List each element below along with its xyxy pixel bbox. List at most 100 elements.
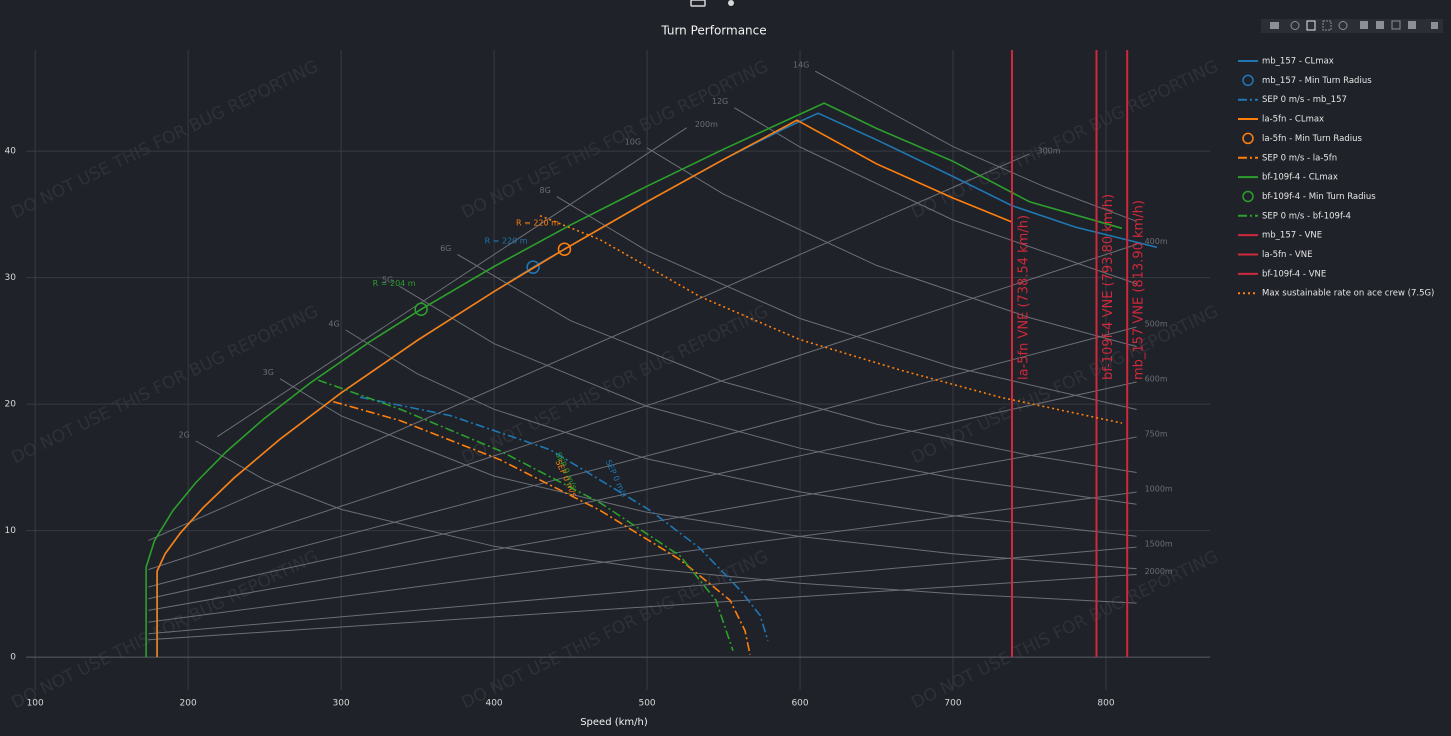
x-tick-label: 100 bbox=[27, 699, 44, 709]
legend-item[interactable]: mb_157 - Min Turn Radius bbox=[1242, 74, 1372, 87]
radius-line bbox=[148, 436, 1137, 611]
watermark: DO NOT USE THIS FOR BUG REPORTING bbox=[8, 57, 321, 223]
vne-label: mb_157 VNE (813.90 km/h) bbox=[1132, 200, 1147, 380]
legend-item[interactable]: Max sustainable rate on ace crew (7.5G) bbox=[1238, 289, 1434, 299]
g-line bbox=[195, 440, 1137, 604]
modebar-button[interactable] bbox=[1306, 20, 1316, 31]
legend-label: la-5fn - VNE bbox=[1262, 250, 1312, 260]
g-line-label: 8G bbox=[540, 186, 551, 195]
x-tick-label: 200 bbox=[180, 699, 197, 709]
g-line bbox=[815, 70, 1137, 222]
modebar-button[interactable] bbox=[1376, 21, 1384, 29]
series-line bbox=[156, 119, 1013, 658]
modebar-button[interactable] bbox=[1270, 22, 1279, 29]
x-tick-label: 500 bbox=[638, 699, 655, 709]
g-line-label: 4G bbox=[328, 320, 339, 329]
modebar-button[interactable] bbox=[1322, 20, 1332, 31]
g-line bbox=[457, 253, 1137, 473]
top-icons bbox=[690, 0, 734, 7]
legend-label: mb_157 - Min Turn Radius bbox=[1262, 76, 1372, 86]
min-radius-marker bbox=[414, 302, 428, 317]
g-line bbox=[556, 196, 1137, 410]
legend-label: bf-109f-4 - Min Turn Radius bbox=[1262, 192, 1376, 202]
share-icon[interactable] bbox=[728, 0, 734, 6]
legend-symbol bbox=[1242, 190, 1254, 203]
y-tick-label: 40 bbox=[5, 147, 17, 157]
series-line bbox=[332, 400, 751, 655]
radius-line bbox=[216, 127, 688, 438]
legend-item[interactable]: SEP 0 m/s - bf-109f-4 bbox=[1238, 211, 1351, 221]
radius-line-label: 750m bbox=[1145, 430, 1168, 439]
modebar-button[interactable] bbox=[1391, 20, 1401, 30]
watermark: DO NOT USE THIS FOR BUG REPORTING bbox=[8, 547, 321, 713]
g-line bbox=[646, 147, 1137, 348]
legend-label: la-5fn - CLmax bbox=[1262, 115, 1324, 125]
legend-item[interactable]: la-5fn - VNE bbox=[1238, 250, 1312, 260]
legend-item[interactable]: SEP 0 m/s - mb_157 bbox=[1238, 95, 1347, 105]
min-radius-marker bbox=[557, 242, 572, 256]
legend-item[interactable]: la-5fn - CLmax bbox=[1238, 115, 1324, 125]
legend-label: SEP 0 m/s - mb_157 bbox=[1262, 95, 1347, 105]
watermark: DO NOT USE THIS FOR BUG REPORTING bbox=[458, 547, 771, 713]
legend-item[interactable]: mb_157 - VNE bbox=[1238, 231, 1322, 241]
plot-area bbox=[145, 50, 1158, 658]
radius-line-label: 300m bbox=[1037, 146, 1060, 155]
reference-lines bbox=[148, 70, 1137, 641]
legend-label: bf-109f-4 - VNE bbox=[1262, 269, 1326, 279]
series-line bbox=[359, 396, 769, 641]
g-line-label: 6G bbox=[440, 244, 451, 253]
radius-line bbox=[148, 574, 1137, 641]
radius-line-label: 600m bbox=[1145, 375, 1168, 384]
g-line bbox=[345, 329, 1137, 537]
g-line-label: 3G bbox=[263, 368, 274, 377]
y-tick-label: 0 bbox=[10, 653, 16, 663]
legend-item[interactable]: bf-109f-4 - VNE bbox=[1238, 269, 1326, 279]
radius-label: R = 220 m bbox=[485, 237, 528, 246]
legend-item[interactable]: la-5fn - Min Turn Radius bbox=[1242, 132, 1362, 145]
g-line-label: 5G bbox=[382, 276, 393, 285]
legend-label: SEP 0 m/s - bf-109f-4 bbox=[1262, 211, 1351, 221]
modebar-button[interactable] bbox=[1290, 21, 1300, 30]
radius-label: R = 220 m bbox=[516, 219, 559, 228]
y-tick-label: 10 bbox=[5, 526, 17, 536]
legend-label: la-5fn - Min Turn Radius bbox=[1262, 134, 1362, 144]
g-line-label: 10G bbox=[625, 137, 641, 146]
legend-item[interactable]: mb_157 - CLmax bbox=[1238, 57, 1334, 67]
legend-label: mb_157 - VNE bbox=[1262, 231, 1322, 241]
radius-line bbox=[148, 243, 1137, 571]
modebar bbox=[1261, 19, 1443, 33]
legend-item[interactable]: bf-109f-4 - Min Turn Radius bbox=[1242, 190, 1376, 203]
radius-line-label: 1500m bbox=[1145, 540, 1173, 549]
radius-line-label: 1000m bbox=[1145, 485, 1173, 494]
vne-label: la-5fn VNE (738.54 km/h) bbox=[1016, 215, 1031, 380]
radius-line-label: 2000m bbox=[1145, 567, 1173, 576]
g-line-label: 12G bbox=[712, 97, 728, 106]
modebar-button[interactable] bbox=[1431, 22, 1438, 29]
y-tick-label: 20 bbox=[5, 400, 17, 410]
save-icon[interactable] bbox=[690, 0, 706, 7]
legend-symbol bbox=[1242, 74, 1254, 87]
x-tick-label: 600 bbox=[791, 699, 808, 709]
g-line bbox=[734, 107, 1137, 285]
legend-item[interactable]: SEP 0 m/s - la-5fn bbox=[1238, 153, 1337, 163]
legend-label: SEP 0 m/s - la-5fn bbox=[1262, 153, 1337, 163]
radius-line bbox=[148, 153, 1030, 541]
radius-label: R = 204 m bbox=[373, 279, 416, 288]
modebar-button[interactable] bbox=[1338, 21, 1348, 30]
modebar-button[interactable] bbox=[1360, 21, 1368, 29]
x-tick-label: 400 bbox=[485, 699, 502, 709]
legend-label: Max sustainable rate on ace crew (7.5G) bbox=[1262, 289, 1434, 299]
legend-item[interactable]: bf-109f-4 - CLmax bbox=[1238, 173, 1338, 183]
modebar-button[interactable] bbox=[1408, 21, 1416, 29]
g-line-label: 14G bbox=[793, 61, 809, 70]
radius-line bbox=[148, 491, 1137, 623]
radius-line-label: 500m bbox=[1145, 319, 1168, 328]
watermark: DO NOT USE THIS FOR BUG REPORTING bbox=[458, 302, 771, 468]
series-line bbox=[317, 379, 734, 652]
legend-label: bf-109f-4 - CLmax bbox=[1262, 173, 1338, 183]
g-line-label: 2G bbox=[179, 430, 190, 439]
series-line bbox=[539, 214, 1123, 424]
min-radius-marker bbox=[526, 260, 540, 274]
watermark: DO NOT USE THIS FOR BUG REPORTING bbox=[908, 547, 1221, 713]
